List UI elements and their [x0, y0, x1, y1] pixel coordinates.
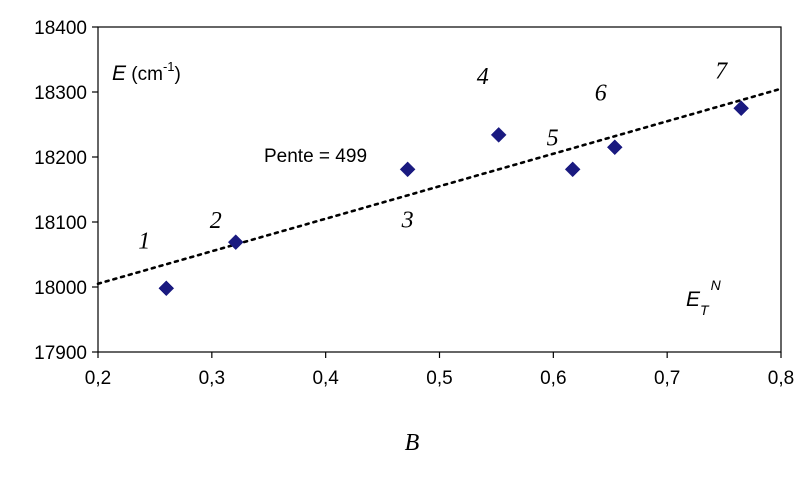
corner-label-sub: T	[700, 302, 710, 318]
y-axis-label: E (cm-1)	[112, 59, 181, 85]
data-point-6	[606, 139, 623, 156]
y-axis: 17900 18000 18100 18200 18300 18400	[34, 18, 98, 364]
y-axis-label-sup: -1	[163, 59, 175, 74]
data-point-2	[227, 234, 244, 251]
point-label-6: 6	[595, 80, 607, 106]
y-axis-label-main: E	[112, 62, 127, 85]
y-tick-label: 18200	[34, 148, 87, 169]
data-point-3	[399, 161, 416, 178]
trendline	[96, 87, 783, 286]
point-labels: 1 2 3 4 5 6 7	[138, 58, 728, 254]
corner-label: ETN	[686, 277, 722, 318]
x-tick-label: 0,7	[654, 368, 680, 389]
x-axis-label: B	[405, 430, 420, 456]
point-label-1: 1	[138, 228, 150, 254]
x-tick-label: 0,2	[85, 368, 111, 389]
y-axis-label-unit-close: )	[175, 64, 181, 85]
point-label-4: 4	[477, 64, 489, 90]
plot-area	[97, 26, 782, 353]
data-point-1	[158, 280, 175, 297]
x-tick-label: 0,5	[426, 368, 452, 389]
point-label-5: 5	[547, 125, 559, 151]
y-tick-label: 17900	[34, 343, 87, 364]
point-label-7: 7	[715, 58, 728, 84]
x-tick-label: 0,4	[312, 368, 339, 389]
data-point-7	[733, 100, 750, 117]
corner-label-main: E	[686, 288, 701, 311]
data-markers	[158, 100, 750, 297]
corner-label-sup: N	[711, 277, 722, 293]
x-tick-label: 0,6	[540, 368, 566, 389]
slope-annotation: Pente = 499	[264, 146, 367, 167]
y-tick-label: 18100	[34, 213, 87, 234]
x-tick-label: 0,3	[199, 368, 225, 389]
data-point-4	[490, 127, 507, 143]
y-tick-label: 18400	[34, 18, 87, 39]
y-tick-label: 18300	[34, 83, 87, 104]
y-tick-label: 18000	[34, 278, 87, 299]
y-axis-label-unit-open: (cm	[126, 64, 163, 85]
x-tick-label: 0,8	[768, 368, 794, 389]
point-label-3: 3	[401, 207, 414, 233]
x-axis: 0,2 0,3 0,4 0,5 0,6 0,7 0,8	[85, 352, 794, 389]
data-point-5	[564, 161, 581, 178]
point-label-2: 2	[210, 208, 222, 234]
